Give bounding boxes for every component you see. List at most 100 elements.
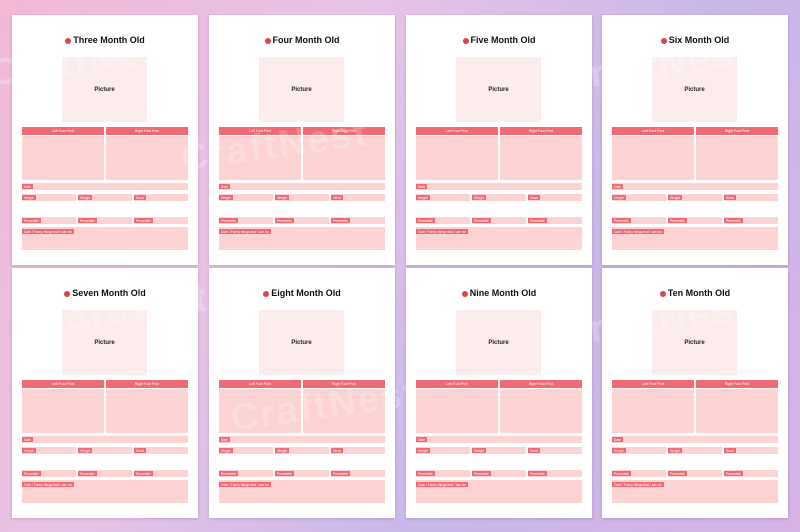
- icon: [264, 37, 271, 44]
- height-field: [22, 194, 76, 201]
- right-foot-header: Right Foot Print: [106, 380, 188, 388]
- height-field: [612, 447, 666, 454]
- height-field: [219, 194, 273, 201]
- date-row: [22, 436, 188, 443]
- template-page: Six Month Old Picture Left Foot Print Right…: [602, 15, 788, 265]
- page-title: Five Month Old: [406, 35, 592, 45]
- date-label: Date: [416, 184, 427, 189]
- left-foot-area: [612, 389, 694, 433]
- percentile-label: Percentile: [78, 218, 97, 223]
- head-label: Head: [528, 448, 540, 453]
- date-row: [416, 436, 582, 443]
- right-foot-area: [500, 136, 582, 180]
- head-field: [134, 447, 188, 454]
- right-foot-header: Right Foot Print: [303, 380, 385, 388]
- percentile-label: Percentile: [416, 471, 435, 476]
- page-title: Three Month Old: [12, 35, 198, 45]
- page-title: Nine Month Old: [406, 288, 592, 298]
- picture-box: Picture: [62, 310, 147, 375]
- weight-label: Weight: [78, 195, 93, 200]
- percentile-label: Percentile: [528, 471, 547, 476]
- page-title: Eight Month Old: [209, 288, 395, 298]
- icon: [660, 37, 667, 44]
- percentile-label: Percentile: [134, 218, 153, 223]
- percentile-label: Percentile: [134, 471, 153, 476]
- height-label: Height: [612, 195, 626, 200]
- picture-box: Picture: [652, 57, 737, 122]
- date-row: [219, 436, 385, 443]
- left-foot-area: [612, 136, 694, 180]
- title-text: Four Month Old: [272, 35, 340, 45]
- percentile-field: [472, 470, 526, 477]
- weight-field: [668, 194, 722, 201]
- weight-label: Weight: [668, 448, 683, 453]
- percentile-label: Percentile: [331, 218, 350, 223]
- right-foot-area: [303, 389, 385, 433]
- right-foot-header: Right Foot Print: [303, 127, 385, 135]
- percentile-field: [668, 217, 722, 224]
- percentile-label: Percentile: [472, 218, 491, 223]
- weight-label: Weight: [472, 195, 487, 200]
- date-label: Date: [219, 437, 230, 442]
- head-field: [134, 194, 188, 201]
- percentile-label: Percentile: [78, 471, 97, 476]
- date-label: Date: [219, 184, 230, 189]
- percentile-field: [275, 217, 329, 224]
- height-field: [219, 447, 273, 454]
- title-text: Five Month Old: [470, 35, 536, 45]
- head-label: Head: [134, 448, 146, 453]
- head-field: [724, 194, 778, 201]
- template-page: Nine Month Old Picture Left Foot Print Righ…: [406, 268, 592, 518]
- page-title: Seven Month Old: [12, 288, 198, 298]
- left-foot-header: Left Foot Print: [219, 380, 301, 388]
- page-title: Six Month Old: [602, 35, 788, 45]
- right-foot-area: [696, 136, 778, 180]
- picture-box: Picture: [259, 57, 344, 122]
- percentile-label: Percentile: [22, 471, 41, 476]
- weight-label: Weight: [275, 448, 290, 453]
- percentile-label: Percentile: [724, 218, 743, 223]
- page-title: Four Month Old: [209, 35, 395, 45]
- percentile-field: [219, 217, 273, 224]
- percentile-field: [528, 470, 582, 477]
- head-field: [331, 194, 385, 201]
- weight-field: [78, 447, 132, 454]
- weight-field: [472, 194, 526, 201]
- percentile-field: [612, 470, 666, 477]
- height-field: [416, 194, 470, 201]
- template-page: Seven Month Old Picture Left Foot Print Rig…: [12, 268, 198, 518]
- title-text: Six Month Old: [668, 35, 730, 45]
- height-label: Height: [22, 195, 36, 200]
- head-label: Head: [134, 195, 146, 200]
- icon: [263, 290, 270, 297]
- percentile-field: [416, 217, 470, 224]
- left-foot-area: [219, 136, 301, 180]
- date-label: Date: [612, 437, 623, 442]
- height-label: Height: [219, 448, 233, 453]
- head-label: Head: [331, 448, 343, 453]
- left-foot-header: Left Foot Print: [416, 127, 498, 135]
- date-row: [416, 183, 582, 190]
- head-label: Head: [528, 195, 540, 200]
- percentile-field: [134, 217, 188, 224]
- template-page: Ten Month Old Picture Left Foot Print Right…: [602, 268, 788, 518]
- icon: [462, 37, 469, 44]
- left-foot-header: Left Foot Print: [612, 380, 694, 388]
- icon: [65, 37, 72, 44]
- percentile-field: [78, 217, 132, 224]
- date-label: Date: [22, 184, 33, 189]
- percentile-label: Percentile: [528, 218, 547, 223]
- template-page: Eight Month Old Picture Left Foot Print Rig…: [209, 268, 395, 518]
- cute-label: Cute / Funny things that I can do: [416, 229, 468, 234]
- cute-label: Cute / Funny things that I can do: [612, 482, 664, 487]
- height-label: Height: [219, 195, 233, 200]
- percentile-field: [724, 217, 778, 224]
- height-field: [22, 447, 76, 454]
- percentile-field: [528, 217, 582, 224]
- template-page: Five Month Old Picture Left Foot Print Righ…: [406, 15, 592, 265]
- weight-field: [78, 194, 132, 201]
- cute-label: Cute / Funny things that I can do: [22, 229, 74, 234]
- percentile-field: [472, 217, 526, 224]
- percentile-label: Percentile: [275, 218, 294, 223]
- right-foot-area: [303, 136, 385, 180]
